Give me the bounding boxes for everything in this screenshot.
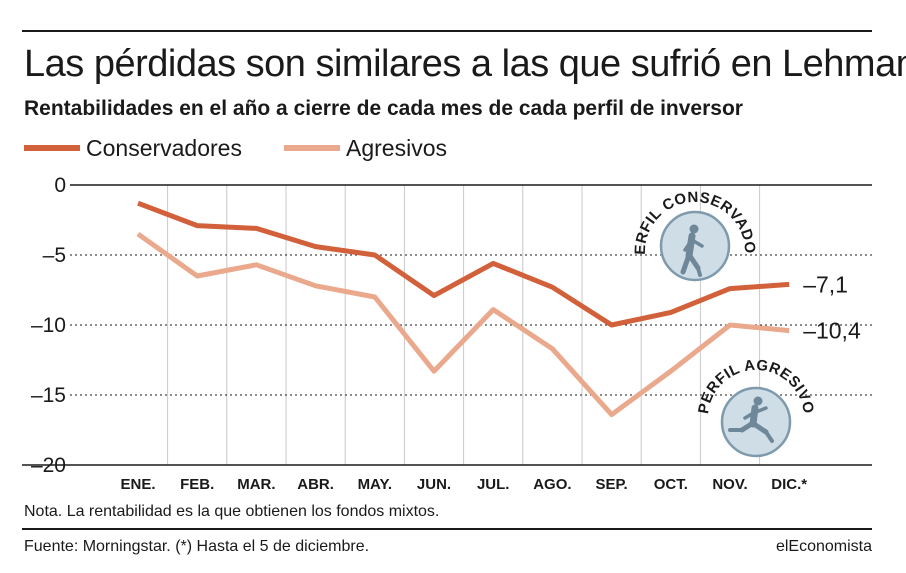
y-tick-label: –10 bbox=[31, 314, 66, 337]
runner-icon bbox=[728, 396, 774, 443]
y-tick-label: –20 bbox=[31, 454, 66, 477]
chart-subtitle: Rentabilidades en el año a cierre de cad… bbox=[24, 97, 743, 120]
legend-swatch-conservadores bbox=[24, 145, 80, 151]
grid-layer bbox=[70, 184, 872, 465]
x-tick-label: JUL. bbox=[477, 476, 510, 493]
legend-swatch-agresivos bbox=[284, 145, 340, 151]
legend-label-agresivos: Agresivos bbox=[346, 134, 447, 161]
x-tick-label: AGO. bbox=[533, 476, 571, 493]
x-tick-label: NOV. bbox=[712, 476, 747, 493]
footer-rule bbox=[22, 528, 872, 530]
y-tick-label: 0 bbox=[54, 174, 66, 197]
top-rule bbox=[22, 30, 872, 32]
brand-logo: elEconomista bbox=[775, 538, 872, 555]
legend-label-conservadores: Conservadores bbox=[86, 134, 242, 161]
x-tick-label: MAR. bbox=[237, 476, 275, 493]
badge-perfil-agresivo: PERFIL AGRESIVO bbox=[695, 357, 816, 458]
x-tick-label: DIC.* bbox=[771, 476, 807, 493]
badge-circle-conservador bbox=[659, 210, 731, 282]
label-layer: –7,1 –10,4 bbox=[803, 271, 861, 343]
legend-item-conservadores: Conservadores bbox=[24, 134, 242, 162]
x-tick-label: SEP. bbox=[595, 476, 627, 493]
series-line-conservadores bbox=[137, 200, 790, 328]
badge-perfil-conservador: PERFIL CONSERVADOR bbox=[0, 0, 758, 282]
badge-label-conservador: PERFIL CONSERVADOR bbox=[0, 0, 758, 255]
end-value-label: –10,4 bbox=[803, 318, 861, 344]
chart-title: Las pérdidas son similares a las que suf… bbox=[24, 43, 906, 85]
y-tick-label: –5 bbox=[43, 244, 66, 267]
x-tick-label: OCT. bbox=[654, 476, 688, 493]
end-value-label: –7,1 bbox=[803, 271, 848, 297]
axis-layer: 0 –5 –10 –15 –20 ENE. FEB. MAR. ABR. MAY. JUN. JUL.… bbox=[22, 174, 872, 493]
y-tick-label: –15 bbox=[31, 384, 66, 407]
series-line-agresivos bbox=[136, 231, 790, 418]
x-tick-label: ENE. bbox=[120, 476, 155, 493]
x-tick-label: MAY. bbox=[358, 476, 392, 493]
x-tick-label: JUN. bbox=[417, 476, 451, 493]
x-tick-label: ABR. bbox=[297, 476, 334, 493]
legend-item-agresivos: Agresivos bbox=[284, 134, 447, 162]
series-layer bbox=[136, 200, 790, 418]
x-tick-label: FEB. bbox=[180, 476, 214, 493]
chart-note: Nota. La rentabilidad es la que obtienen… bbox=[24, 503, 440, 520]
chart-source: Fuente: Morningstar. (*) Hasta el 5 de d… bbox=[24, 538, 370, 555]
runner-icon bbox=[680, 224, 704, 277]
